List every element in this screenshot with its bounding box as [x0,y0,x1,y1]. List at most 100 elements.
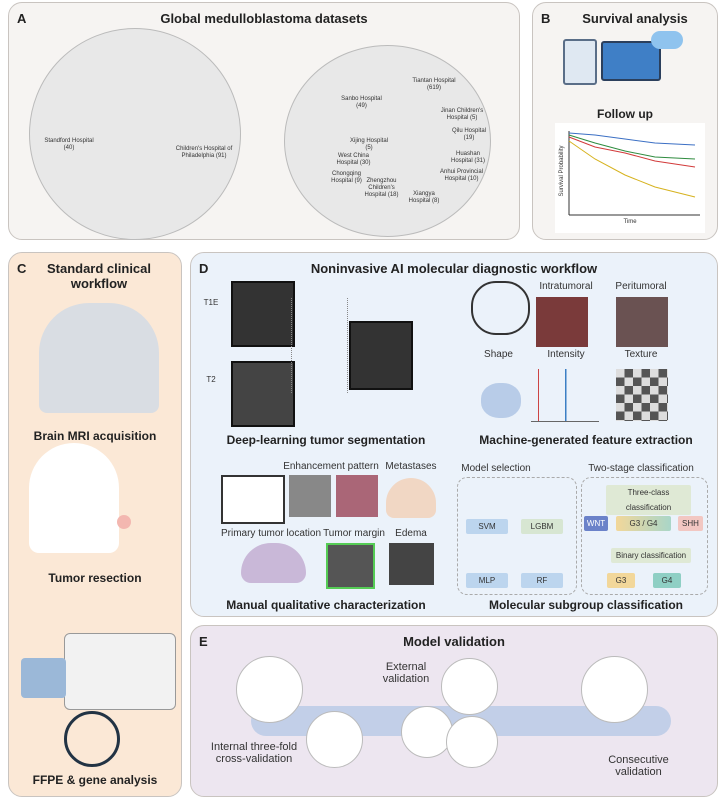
texture-grid [616,369,668,421]
survival-curve [568,132,696,146]
tumor-margin-image [326,543,375,589]
hospital-label: Anhui Provincial Hospital (10) [439,169,484,182]
panel-c: C Standard clinical workflow Brain MRI a… [8,252,182,797]
chat-bubble-icon [651,31,683,49]
segmented-mri-image [349,321,413,390]
panel-b: B Survival analysis Follow up Survival P… [532,2,718,240]
asia-globe [284,45,491,237]
class-g3-g4: G3 / G4 [616,516,671,531]
north-america-globe [29,28,241,240]
model-rf: RF [521,573,563,588]
model-selection-box [457,477,577,595]
feature-label: Texture [624,349,658,360]
model-lgbm: LGBM [521,519,563,534]
two-stage-title: Two-stage classification [588,463,694,474]
ffpe-block-icon [21,658,66,698]
survival-curve [568,140,696,198]
patients-icon [446,716,498,768]
mri-scanner-icon [39,303,159,413]
panel-title: Survival analysis [582,11,688,26]
step-label: Tumor resection [48,571,142,585]
shape-blob-icon [481,383,521,418]
mri-t1e-image [231,281,295,347]
manual-item-label: Edema [395,528,427,539]
brain-location-icon [241,543,306,583]
input-label: T2 [206,375,216,384]
step-label: Brain MRI acquisition [33,429,157,443]
panel-title: Global medulloblastoma datasets [160,11,368,26]
two-stage-box [581,477,708,595]
hospital-icon [441,658,498,715]
metastases-brain-icon [386,478,436,518]
clock-patients-icon [581,656,648,723]
feature-label: Shape [484,349,513,360]
head-surgery-icon [29,443,119,553]
tumor-icon [117,515,131,529]
y-axis-label: Survival Probability [559,145,565,197]
validation-label: Internal three-fold cross-validation [210,741,298,765]
hospital-label: Xijing Hospital (5) [349,138,389,151]
region-label: Peritumoral [615,281,667,292]
follow-up-label: Follow up [597,107,653,121]
manual-item-label: Tumor margin [323,528,385,539]
hospital-label: Tiantan Hospital (619) [412,78,456,91]
manual-item-label: Primary tumor location [220,528,322,539]
hospital-label: Xiangya Hospital (8) [408,191,440,204]
intratumoral-image [536,297,588,347]
caption: Molecular subgroup classification [488,598,684,612]
panel-title: Standard clinical workflow [46,261,152,291]
world-map-icon [401,706,453,758]
panel-letter: E [199,634,208,649]
class-g3: G3 [607,573,635,588]
region-label: Intratumoral [539,281,593,292]
edema-image [389,543,434,585]
peritumoral-image [616,297,668,347]
sequencer-icon [64,633,176,710]
panel-letter: C [17,261,27,276]
panel-e: E Model validation Internal three-fold c… [190,625,718,797]
mri-t2-image [231,361,295,427]
brain-gears-icon [471,281,530,335]
hospital-label: Children's Hospital of Philadelphia (91) [175,146,233,159]
survival-plot: Survival Probability Time [555,123,705,233]
binary-box: Binary classification [611,548,691,563]
model-mlp: MLP [466,573,508,588]
manual-item-label: Enhancement pattern [283,461,379,472]
laptop-doctor-icon [601,41,661,81]
model-selection-title: Model selection [461,463,531,474]
validation-label: Consecutive validation [608,754,669,778]
input-label: T1E [203,298,219,307]
enhancement-image [336,475,378,517]
caption: Manual qualitative characterization [226,598,426,612]
panel-title: Noninvasive AI molecular diagnostic work… [310,261,598,276]
workstation-icon [306,711,363,768]
survival-curve [568,134,696,160]
enhancement-image [289,475,331,517]
hospital-label: Zhengzhou Children's Hospital (18) [364,178,399,198]
x-axis-label: Time [623,219,637,225]
panel-a: A Global medulloblastoma datasets Standf… [8,2,520,240]
caption: Deep-learning tumor segmentation [226,433,426,447]
hospital-label: West China Hospital (30) [336,153,371,166]
eye-monitor-icon [221,475,285,524]
step-label: FFPE & gene analysis [32,773,158,787]
class-wnt: WNT [584,516,608,531]
panel-letter: A [17,11,27,26]
hospital-label: Qilu Hospital (19) [451,128,486,141]
intensity-histogram [531,369,599,422]
validation-label: External validation [382,661,430,685]
hospital-label: Huashan Hospital (31) [450,151,485,164]
class-g4: G4 [653,573,681,588]
internal-cohort-icon [236,656,303,723]
panel-title: Model validation [403,634,505,649]
model-svm: SVM [466,519,508,534]
class-shh: SHH [678,516,703,531]
panel-d: D Noninvasive AI molecular diagnostic wo… [190,252,718,617]
panel-letter: D [199,261,209,276]
caption: Machine-generated feature extraction [479,433,693,447]
clipboard-icon [563,39,597,85]
feature-label: Intensity [547,349,585,360]
dna-magnifier-icon [64,711,120,767]
hospital-label: Chongqing Hospital (9) [331,171,362,184]
hospital-label: Sanbo Hospital (49) [341,96,382,109]
